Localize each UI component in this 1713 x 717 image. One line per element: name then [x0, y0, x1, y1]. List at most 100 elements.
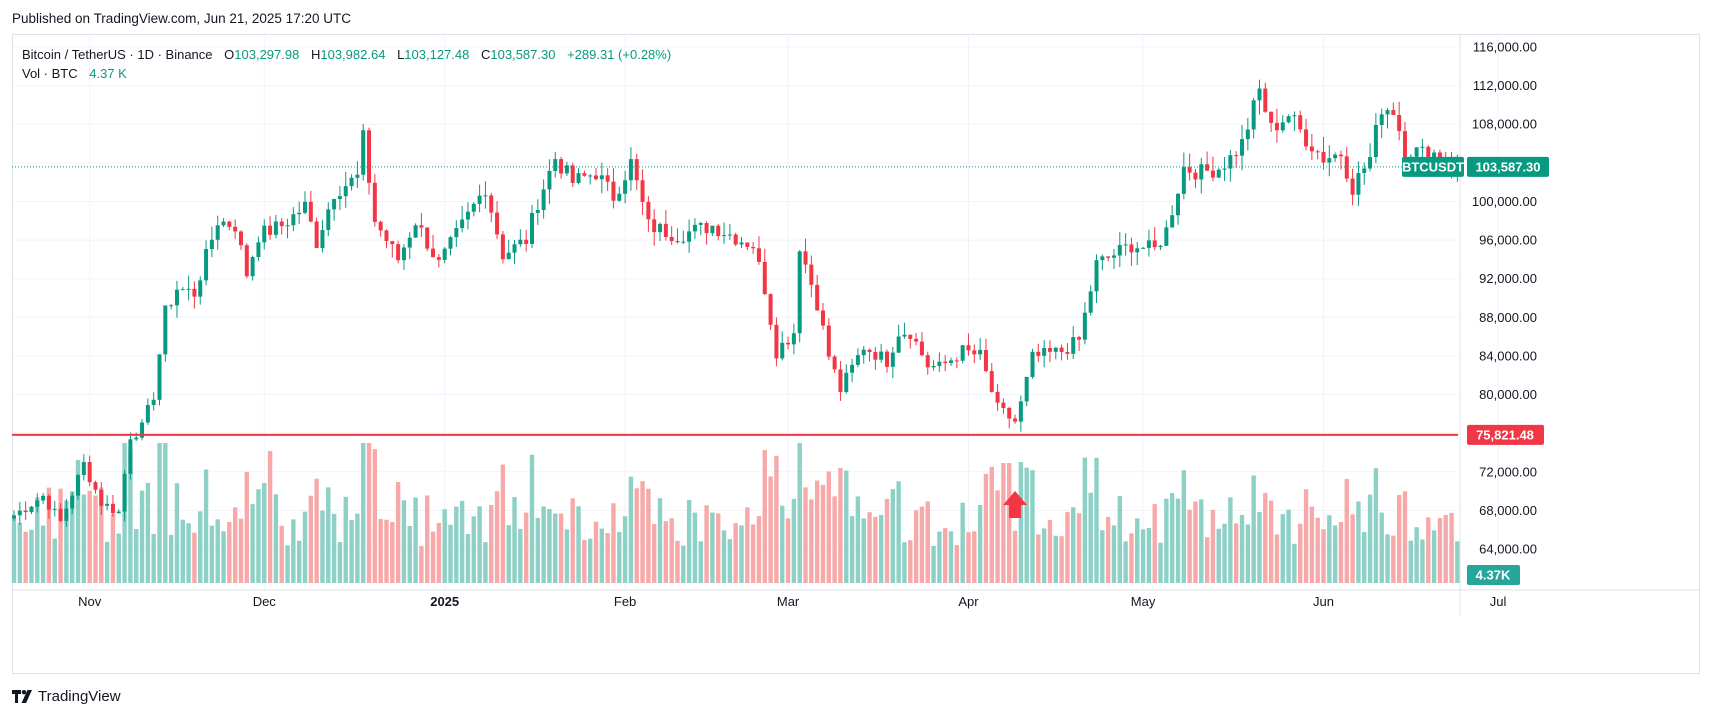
candle[interactable] [954, 357, 959, 369]
candle[interactable] [1274, 108, 1279, 143]
candle[interactable] [873, 347, 878, 370]
candle[interactable] [797, 250, 802, 343]
candle[interactable] [1362, 162, 1367, 185]
candle[interactable] [58, 503, 63, 523]
candle[interactable] [285, 218, 290, 239]
candle[interactable] [838, 360, 843, 401]
candle[interactable] [419, 212, 424, 237]
candle[interactable] [1176, 193, 1180, 225]
candle[interactable] [145, 398, 150, 425]
candle[interactable] [850, 358, 855, 383]
candle[interactable] [1269, 111, 1274, 133]
candle[interactable] [23, 501, 28, 520]
candle[interactable] [1216, 168, 1221, 178]
candle[interactable] [1047, 340, 1052, 362]
candle[interactable] [780, 331, 785, 361]
candle[interactable] [879, 343, 884, 363]
candle[interactable] [1344, 146, 1349, 183]
candle[interactable] [919, 332, 924, 357]
candle[interactable] [1082, 302, 1087, 345]
candle[interactable] [12, 510, 16, 521]
candle[interactable] [1030, 348, 1035, 379]
candle[interactable] [1379, 108, 1384, 138]
candle[interactable] [157, 354, 162, 406]
candle[interactable] [209, 226, 214, 258]
candle[interactable] [1315, 149, 1320, 160]
candle[interactable] [483, 181, 488, 209]
candle[interactable] [1368, 143, 1373, 172]
candle[interactable] [1298, 110, 1303, 133]
candle[interactable] [76, 473, 81, 500]
candle[interactable] [1309, 133, 1314, 160]
candle[interactable] [477, 184, 482, 213]
candle[interactable] [1135, 241, 1140, 266]
candle[interactable] [320, 219, 325, 253]
candle[interactable] [500, 230, 505, 264]
candle[interactable] [268, 216, 273, 240]
candle[interactable] [663, 209, 668, 241]
candle[interactable] [867, 348, 872, 362]
candle[interactable] [1170, 205, 1175, 228]
candle[interactable] [687, 219, 692, 253]
candle[interactable] [128, 432, 133, 480]
candle[interactable] [1321, 136, 1326, 170]
candle[interactable] [803, 238, 808, 274]
candle[interactable] [1007, 406, 1012, 429]
candle[interactable] [471, 201, 476, 217]
candle[interactable] [1141, 246, 1146, 249]
candle[interactable] [174, 280, 179, 318]
candle[interactable] [512, 239, 517, 265]
candle[interactable] [198, 276, 203, 305]
candle[interactable] [914, 333, 919, 346]
candle[interactable] [1205, 151, 1210, 172]
candle[interactable] [1117, 232, 1122, 268]
candle[interactable] [634, 153, 639, 191]
candle[interactable] [1327, 145, 1332, 177]
candle[interactable] [1257, 79, 1262, 115]
candle[interactable] [1018, 395, 1023, 432]
candle[interactable] [786, 336, 791, 350]
candle[interactable] [1071, 326, 1076, 360]
candle[interactable] [134, 432, 139, 442]
candle[interactable] [1228, 149, 1233, 182]
candle[interactable] [489, 192, 494, 223]
candle[interactable] [722, 222, 727, 244]
candle[interactable] [669, 226, 674, 245]
candle[interactable] [815, 274, 820, 311]
candle[interactable] [204, 240, 209, 286]
candle[interactable] [640, 169, 645, 216]
candle[interactable] [233, 219, 238, 239]
candle[interactable] [809, 255, 814, 298]
candle[interactable] [774, 317, 779, 367]
candle[interactable] [1146, 229, 1151, 257]
candle[interactable] [820, 303, 825, 330]
candle[interactable] [1402, 121, 1407, 158]
candle[interactable] [1111, 248, 1116, 269]
candle[interactable] [64, 499, 69, 527]
candle[interactable] [1059, 344, 1064, 361]
candle[interactable] [978, 337, 983, 361]
candle[interactable] [768, 293, 773, 331]
candle[interactable] [99, 482, 104, 515]
candle[interactable] [989, 363, 994, 393]
candle[interactable] [535, 199, 540, 225]
candle[interactable] [739, 236, 744, 249]
candle[interactable] [180, 286, 185, 291]
candle[interactable] [1210, 156, 1215, 182]
candle[interactable] [623, 170, 628, 204]
candle[interactable] [454, 220, 459, 247]
candle[interactable] [1222, 157, 1227, 181]
candle[interactable] [995, 383, 1000, 411]
candle[interactable] [518, 229, 523, 248]
candle[interactable] [931, 360, 936, 371]
candle[interactable] [221, 218, 226, 228]
candle[interactable] [1187, 153, 1192, 181]
candle[interactable] [308, 190, 313, 223]
candle[interactable] [442, 247, 447, 264]
candle[interactable] [1065, 342, 1070, 360]
candle[interactable] [448, 235, 453, 256]
candle[interactable] [110, 494, 115, 517]
candle[interactable] [431, 234, 436, 258]
candle[interactable] [1088, 285, 1093, 316]
candle[interactable] [564, 161, 569, 176]
